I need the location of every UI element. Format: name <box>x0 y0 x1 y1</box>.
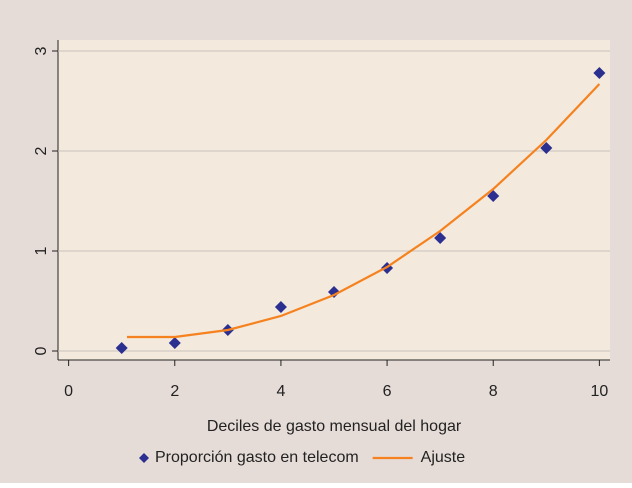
plot-area <box>58 40 610 360</box>
point <box>434 232 447 244</box>
point <box>328 286 340 298</box>
x-tick-label: 6 <box>383 383 392 400</box>
point <box>274 301 287 313</box>
fit-line <box>127 83 601 339</box>
legend-marker <box>139 453 149 463</box>
point <box>593 67 606 79</box>
y-tick-label: 1 <box>33 246 50 255</box>
point <box>115 342 128 354</box>
point <box>540 142 553 154</box>
x-tick-label: 8 <box>489 383 498 400</box>
x-tick-label: 0 <box>64 383 73 400</box>
y-tick-label: 0 <box>33 346 50 355</box>
point <box>487 190 500 202</box>
point <box>168 337 181 349</box>
x-tick-label: 2 <box>170 383 179 400</box>
y-tick-label: 3 <box>33 46 50 55</box>
legend-label: Proporción gasto en telecom <box>155 449 359 466</box>
y-tick-label: 2 <box>33 146 50 155</box>
x-tick-label: 10 <box>590 383 608 400</box>
x-tick-label: 4 <box>276 383 285 400</box>
x-axis-label: Deciles de gasto mensual del hogar <box>207 418 462 435</box>
legend-label: Ajuste <box>421 449 466 466</box>
